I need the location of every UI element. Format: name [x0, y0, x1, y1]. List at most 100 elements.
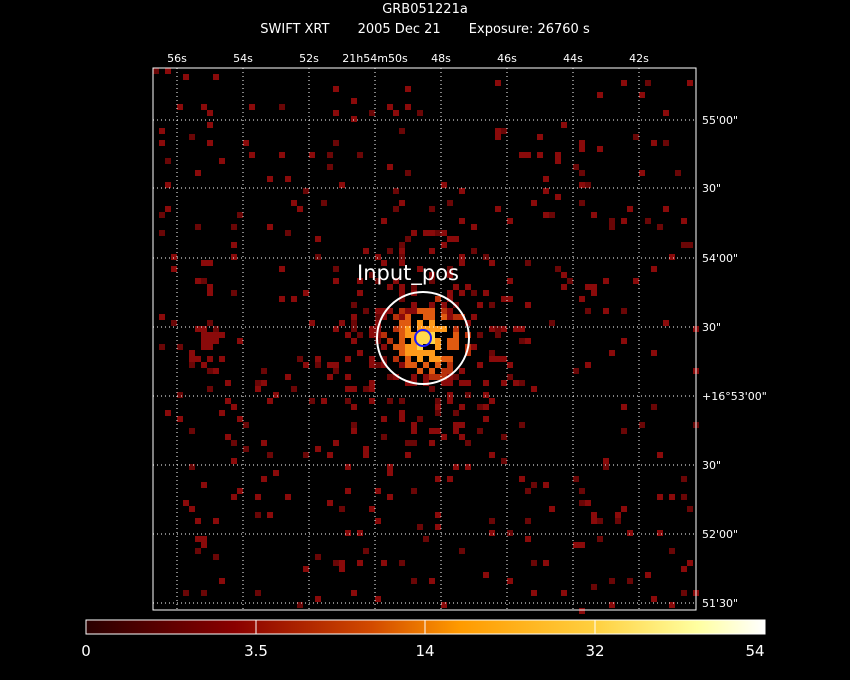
count-pixel — [585, 308, 591, 314]
count-pixel — [381, 434, 387, 440]
count-pixel — [435, 476, 441, 482]
count-pixel — [621, 338, 627, 344]
count-pixel — [519, 476, 525, 482]
count-pixel — [447, 290, 453, 296]
count-pixel — [315, 446, 321, 452]
count-pixel — [429, 386, 435, 392]
count-pixel — [243, 422, 249, 428]
count-pixel — [477, 332, 483, 338]
count-pixel — [681, 566, 687, 572]
count-pixel — [651, 140, 657, 146]
count-pixel — [201, 536, 207, 542]
count-pixel — [345, 488, 351, 494]
count-pixel — [531, 200, 537, 206]
count-pixel — [399, 242, 405, 248]
count-pixel — [393, 206, 399, 212]
count-pixel — [405, 326, 411, 332]
count-pixel — [213, 554, 219, 560]
count-pixel — [201, 344, 207, 350]
count-pixel — [315, 236, 321, 242]
count-pixel — [651, 266, 657, 272]
count-pixel — [405, 380, 411, 386]
count-pixel — [255, 386, 261, 392]
count-pixel — [429, 578, 435, 584]
exposure-label: Exposure: 26760 s — [468, 22, 590, 37]
count-pixel — [351, 98, 357, 104]
count-pixel — [465, 464, 471, 470]
count-pixel — [603, 308, 609, 314]
count-pixel — [429, 314, 435, 320]
count-pixel — [375, 278, 381, 284]
count-pixel — [561, 284, 567, 290]
count-pixel — [591, 284, 597, 290]
count-pixel — [507, 296, 513, 302]
count-pixel — [321, 398, 327, 404]
count-pixel — [177, 392, 183, 398]
count-pixel — [387, 464, 393, 470]
count-pixel — [261, 368, 267, 374]
count-pixel — [477, 302, 483, 308]
count-pixel — [441, 326, 447, 332]
count-pixel — [201, 590, 207, 596]
count-pixel — [441, 434, 447, 440]
count-pixel — [591, 290, 597, 296]
count-pixel — [441, 314, 447, 320]
count-pixel — [501, 380, 507, 386]
count-pixel — [621, 404, 627, 410]
count-pixel — [351, 428, 357, 434]
count-pixel — [591, 518, 597, 524]
count-pixel — [297, 356, 303, 362]
count-pixel — [411, 308, 417, 314]
count-pixel — [159, 212, 165, 218]
count-pixel — [579, 140, 585, 146]
count-pixel — [459, 404, 465, 410]
count-pixel — [363, 386, 369, 392]
count-pixel — [417, 350, 423, 356]
count-pixel — [213, 332, 219, 338]
count-pixel — [225, 398, 231, 404]
count-pixel — [435, 230, 441, 236]
count-pixel — [165, 68, 171, 74]
count-pixel — [381, 308, 387, 314]
count-pixel — [333, 110, 339, 116]
count-pixel — [411, 374, 417, 380]
count-pixel — [657, 224, 663, 230]
count-pixel — [387, 248, 393, 254]
count-pixel — [351, 302, 357, 308]
count-pixel — [375, 596, 381, 602]
count-pixel — [171, 254, 177, 260]
count-pixel — [429, 278, 435, 284]
count-pixel — [495, 206, 501, 212]
count-pixel — [579, 200, 585, 206]
count-pixel — [585, 182, 591, 188]
count-pixel — [477, 404, 483, 410]
count-pixel — [381, 560, 387, 566]
count-pixel — [357, 530, 363, 536]
counts-image — [153, 68, 699, 614]
count-pixel — [417, 344, 423, 350]
count-pixel — [381, 332, 387, 338]
count-pixel — [555, 158, 561, 164]
count-pixel — [255, 512, 261, 518]
count-pixel — [525, 302, 531, 308]
count-pixel — [555, 266, 561, 272]
count-pixel — [369, 326, 375, 332]
count-pixel — [195, 536, 201, 542]
count-pixel — [483, 392, 489, 398]
count-pixel — [381, 218, 387, 224]
count-pixel — [339, 560, 345, 566]
count-pixel — [267, 176, 273, 182]
count-pixel — [573, 476, 579, 482]
count-pixel — [435, 326, 441, 332]
count-pixel — [315, 362, 321, 368]
count-pixel — [453, 374, 459, 380]
count-pixel — [609, 578, 615, 584]
count-pixel — [207, 290, 213, 296]
count-pixel — [531, 386, 537, 392]
count-pixel — [183, 500, 189, 506]
count-pixel — [519, 338, 525, 344]
count-pixel — [213, 368, 219, 374]
count-pixel — [429, 356, 435, 362]
count-pixel — [579, 146, 585, 152]
